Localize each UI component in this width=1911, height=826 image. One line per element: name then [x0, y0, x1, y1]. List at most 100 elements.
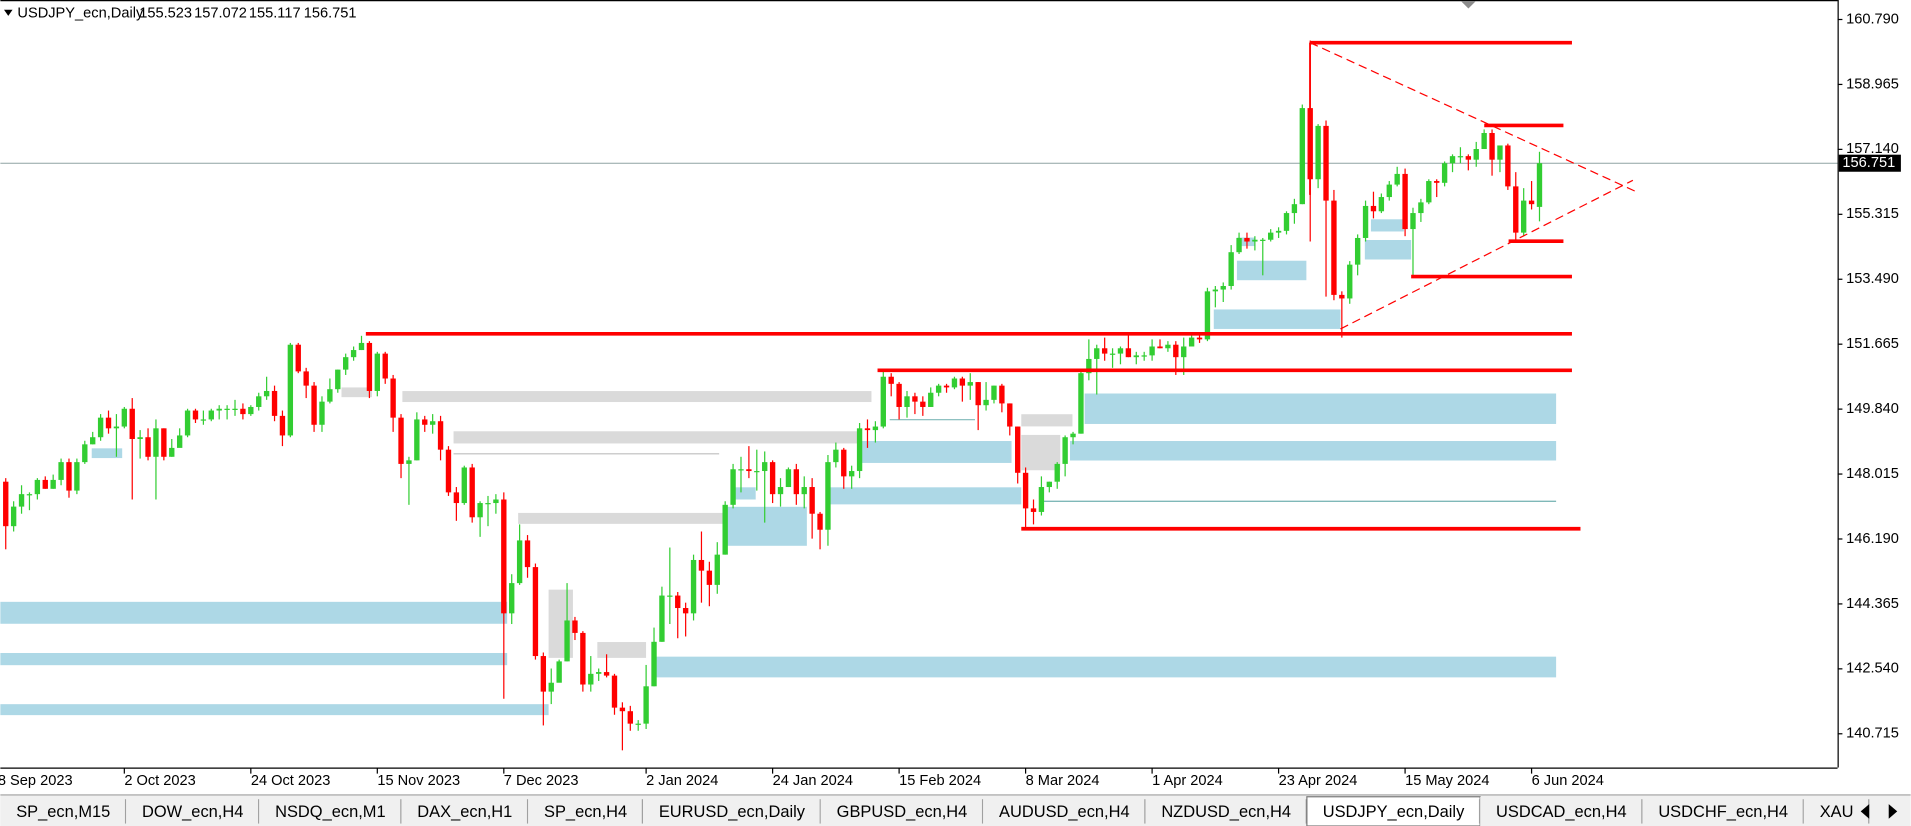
candle-body [1465, 156, 1472, 160]
candle-body [406, 460, 412, 464]
scroll-right[interactable] [1888, 804, 1898, 819]
tab[interactable] [126, 796, 260, 826]
tab-label[interactable]: DOW_ecn,H4 [142, 803, 243, 821]
candle-body [1141, 355, 1147, 357]
candle-body [722, 504, 728, 555]
candle-body [1062, 437, 1068, 464]
candle-body [1481, 133, 1487, 150]
candle-body [912, 396, 918, 402]
tab-label[interactable]: GBPUSD_ecn,H4 [837, 803, 968, 821]
candle-body [1022, 472, 1029, 509]
tab[interactable] [820, 796, 984, 826]
candle-body [1007, 403, 1013, 427]
candle-body [311, 385, 317, 425]
candle-body [200, 419, 207, 421]
header-arrow[interactable] [4, 9, 13, 16]
trend-line [1340, 179, 1634, 330]
candle-body [651, 641, 657, 687]
tab-label[interactable]: SP_ecn,H4 [544, 803, 627, 821]
candle-body [714, 554, 720, 585]
candle-body [224, 408, 230, 410]
candle-body [817, 513, 823, 530]
demand-zone [1236, 260, 1307, 281]
demand-zone [0, 653, 508, 666]
candle-body [690, 559, 697, 614]
tab-label[interactable]: EURUSD_ecn,Daily [659, 803, 806, 821]
tabs: SP_ecn,M15 DOW_ecn,H4 NSDQ_ecn,M1 DAX_ecn,H… [0, 796, 1870, 826]
candle-body [825, 462, 831, 530]
tab[interactable] [259, 796, 402, 826]
candle-body [1528, 200, 1535, 205]
candle-body [1252, 239, 1258, 242]
candle-body [1426, 181, 1432, 203]
candle-body [1402, 173, 1408, 230]
candle-body [1070, 433, 1076, 438]
demand-zone [1364, 240, 1412, 260]
candle-body [769, 462, 776, 495]
candle-body [1370, 205, 1377, 212]
tab-label[interactable]: USDCHF_ecn,H4 [1658, 803, 1788, 821]
candle-body [1441, 163, 1448, 183]
candle-body [398, 417, 404, 464]
candle-body [1299, 108, 1305, 205]
demand-zone [859, 441, 1012, 463]
y-tick-label: 160.790 [1846, 11, 1899, 27]
candle-body [1347, 264, 1353, 299]
candle-body [556, 661, 562, 683]
tab-label[interactable]: XAU [1820, 803, 1854, 821]
candle-body [477, 503, 483, 518]
tab[interactable] [528, 796, 644, 826]
tab[interactable] [643, 796, 821, 826]
tab[interactable] [1642, 796, 1804, 826]
candle-body [1378, 197, 1385, 212]
demand-zone [1084, 393, 1557, 424]
candle-body [169, 447, 175, 457]
tab-label[interactable]: NSDQ_ecn,M1 [275, 803, 386, 821]
tab[interactable] [1145, 796, 1307, 826]
tab[interactable] [0, 796, 127, 826]
candle-body [461, 467, 467, 504]
candle-body [1220, 286, 1226, 290]
candle-body [611, 675, 618, 708]
candle-body [319, 401, 325, 425]
candle-body [34, 479, 41, 495]
header-low: 155.117 [249, 5, 301, 21]
demand-zone [0, 704, 549, 716]
candle-body [42, 479, 48, 489]
tab-label[interactable]: USDCAD_ecn,H4 [1496, 803, 1627, 821]
supply-zone [1021, 434, 1061, 471]
candle-body [382, 353, 388, 379]
shift-marker[interactable] [1461, 1, 1476, 9]
candle-body [358, 342, 365, 351]
scroll-left[interactable] [1860, 804, 1870, 819]
candle-body [1418, 202, 1424, 214]
candle-body [1030, 508, 1037, 512]
tab-label[interactable]: AUDUSD_ecn,H4 [999, 803, 1130, 821]
tab[interactable] [1803, 796, 1870, 826]
candle-body [983, 399, 989, 406]
candle-body [967, 382, 973, 386]
candle-body [959, 378, 966, 386]
demand-zone [1213, 309, 1341, 329]
candle-body [1181, 346, 1187, 358]
candle-body [414, 419, 420, 461]
candle-body [1386, 184, 1392, 198]
tab[interactable] [983, 796, 1146, 826]
candle-body [1038, 487, 1045, 512]
candle-body [445, 449, 452, 493]
candle-body [1449, 156, 1456, 164]
header-symbol: USDJPY_ecn,Daily [17, 5, 144, 21]
candle-body [303, 371, 309, 386]
tab-label[interactable]: DAX_ecn,H1 [417, 803, 512, 821]
supply-zone [518, 512, 726, 524]
tab-label[interactable]: USDJPY_ecn,Daily [1323, 803, 1465, 821]
candle-body [232, 408, 238, 410]
candle-body [208, 410, 214, 420]
tab-label[interactable]: NZDUSD_ecn,H4 [1161, 803, 1291, 821]
candle-body [437, 421, 444, 450]
candle-body [1101, 348, 1108, 354]
candle-body [1157, 346, 1163, 349]
tab-label[interactable]: SP_ecn,M15 [16, 803, 110, 821]
tab[interactable] [401, 796, 529, 826]
tab[interactable] [1480, 796, 1643, 826]
